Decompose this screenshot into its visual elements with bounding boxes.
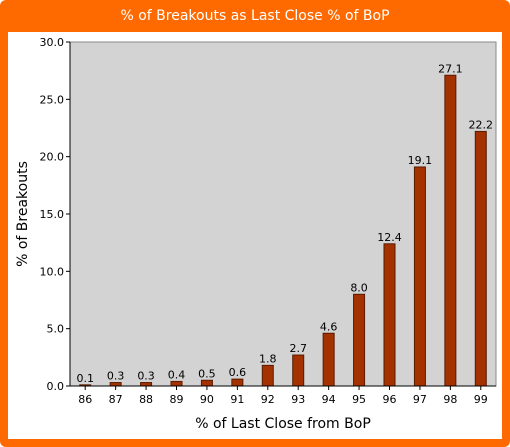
chart-title: % of Breakouts as Last Close % of BoP (120, 8, 390, 24)
bar (231, 378, 244, 387)
bar-value-label: 0.6 (229, 366, 247, 379)
bar-value-label: 2.7 (289, 342, 307, 355)
x-tick-label: 95 (352, 393, 366, 406)
bar-value-label: 0.3 (107, 370, 125, 383)
x-tick-label: 93 (291, 393, 305, 406)
bar-value-label: 1.8 (259, 352, 277, 365)
bar-value-label: 12.4 (377, 231, 402, 244)
bar-value-label: 0.3 (137, 370, 155, 383)
bar (444, 74, 457, 387)
x-tick-label: 98 (443, 393, 457, 406)
y-tick-label: 15.0 (40, 208, 65, 221)
bar (200, 379, 213, 387)
bar (474, 130, 487, 387)
bar (109, 382, 122, 387)
bar (383, 243, 396, 387)
bar-value-label: 22.2 (469, 118, 494, 131)
y-tick-label: 20.0 (40, 151, 65, 164)
x-tick-label: 92 (261, 393, 275, 406)
bar-value-label: 4.6 (320, 320, 338, 333)
x-tick-label: 86 (78, 393, 92, 406)
y-tick-label: 5.0 (47, 323, 65, 336)
bar (353, 293, 366, 387)
x-tick-label: 88 (139, 393, 153, 406)
bar (292, 354, 305, 387)
bar (322, 332, 335, 387)
x-tick-label: 89 (170, 393, 184, 406)
bar (413, 166, 426, 387)
bar-value-label: 0.1 (76, 372, 94, 385)
y-axis-title: % of Breakouts (15, 161, 31, 267)
x-tick-label: 99 (474, 393, 488, 406)
x-tick-label: 97 (413, 393, 427, 406)
bar-value-label: 0.4 (168, 368, 186, 381)
bar-value-label: 0.5 (198, 367, 216, 380)
x-axis-title: % of Last Close from BoP (195, 416, 371, 432)
bar-chart: 0.1 0.3 0.3 0.4 0.5 0.6 1.8 2.7 4.6 8.0 12.4 19.1 27… (15, 36, 497, 432)
bar-value-label: 8.0 (350, 281, 368, 294)
y-tick-label: 30.0 (40, 36, 65, 49)
x-tick-label: 90 (200, 393, 214, 406)
plot-background (69, 41, 497, 387)
x-tick-label: 94 (322, 393, 336, 406)
chart-panel: 0.1 0.3 0.3 0.4 0.5 0.6 1.8 2.7 4.6 8.0 12.4 19.1 27… (8, 32, 502, 439)
y-tick-label: 0.0 (47, 380, 65, 393)
bar (140, 382, 153, 387)
bar (261, 364, 274, 387)
bar (170, 380, 183, 387)
y-tick-label: 25.0 (40, 93, 65, 106)
y-tick-label: 10.0 (40, 265, 65, 278)
x-tick-label: 91 (230, 393, 244, 406)
x-tick-label: 87 (109, 393, 123, 406)
x-tick-label: 96 (383, 393, 397, 406)
bar-value-label: 19.1 (408, 154, 433, 167)
bar-value-label: 27.1 (438, 62, 463, 75)
